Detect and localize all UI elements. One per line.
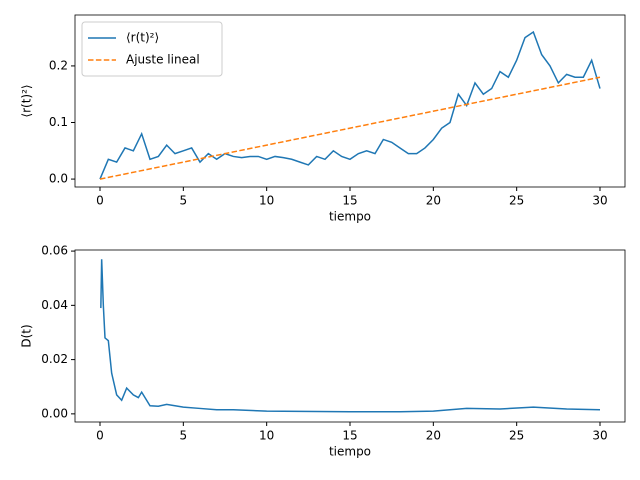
legend-label: Ajuste lineal xyxy=(126,53,200,67)
plot-frame xyxy=(74,14,626,188)
y-axis-label: D(t) xyxy=(20,324,34,347)
x-tick-label: 10 xyxy=(259,194,274,208)
y-tick-label: 0.0 xyxy=(49,172,68,186)
legend-box xyxy=(81,21,223,77)
data-line xyxy=(100,259,601,413)
plot-frame xyxy=(74,249,626,423)
x-tick-label: 25 xyxy=(509,429,524,443)
y-tick-label: 0.02 xyxy=(41,352,68,366)
x-tick-label: 15 xyxy=(342,429,357,443)
x-tick-label: 30 xyxy=(592,429,607,443)
x-tick-label: 5 xyxy=(180,194,188,208)
y-tick-label: 0.1 xyxy=(49,115,68,129)
legend-label: ⟨r(t)²⟩ xyxy=(126,31,159,45)
y-tick-label: 0.2 xyxy=(49,58,68,72)
y-tick-label: 0.04 xyxy=(41,298,68,312)
x-tick-label: 25 xyxy=(509,194,524,208)
y-axis-label: ⟨r(t)²⟩ xyxy=(20,84,34,117)
x-tick-label: 30 xyxy=(592,194,607,208)
x-axis-label: tiempo xyxy=(329,210,371,224)
y-tick-label: 0.00 xyxy=(41,406,68,420)
x-tick-label: 20 xyxy=(426,194,441,208)
x-tick-label: 15 xyxy=(342,194,357,208)
x-tick-label: 0 xyxy=(96,429,104,443)
x-tick-label: 20 xyxy=(426,429,441,443)
y-tick-label: 0.06 xyxy=(41,244,68,258)
data-line xyxy=(99,76,601,180)
x-tick-label: 0 xyxy=(96,194,104,208)
x-tick-label: 10 xyxy=(259,429,274,443)
data-line xyxy=(99,30,601,180)
x-tick-label: 5 xyxy=(180,429,188,443)
x-axis-label: tiempo xyxy=(329,445,371,459)
